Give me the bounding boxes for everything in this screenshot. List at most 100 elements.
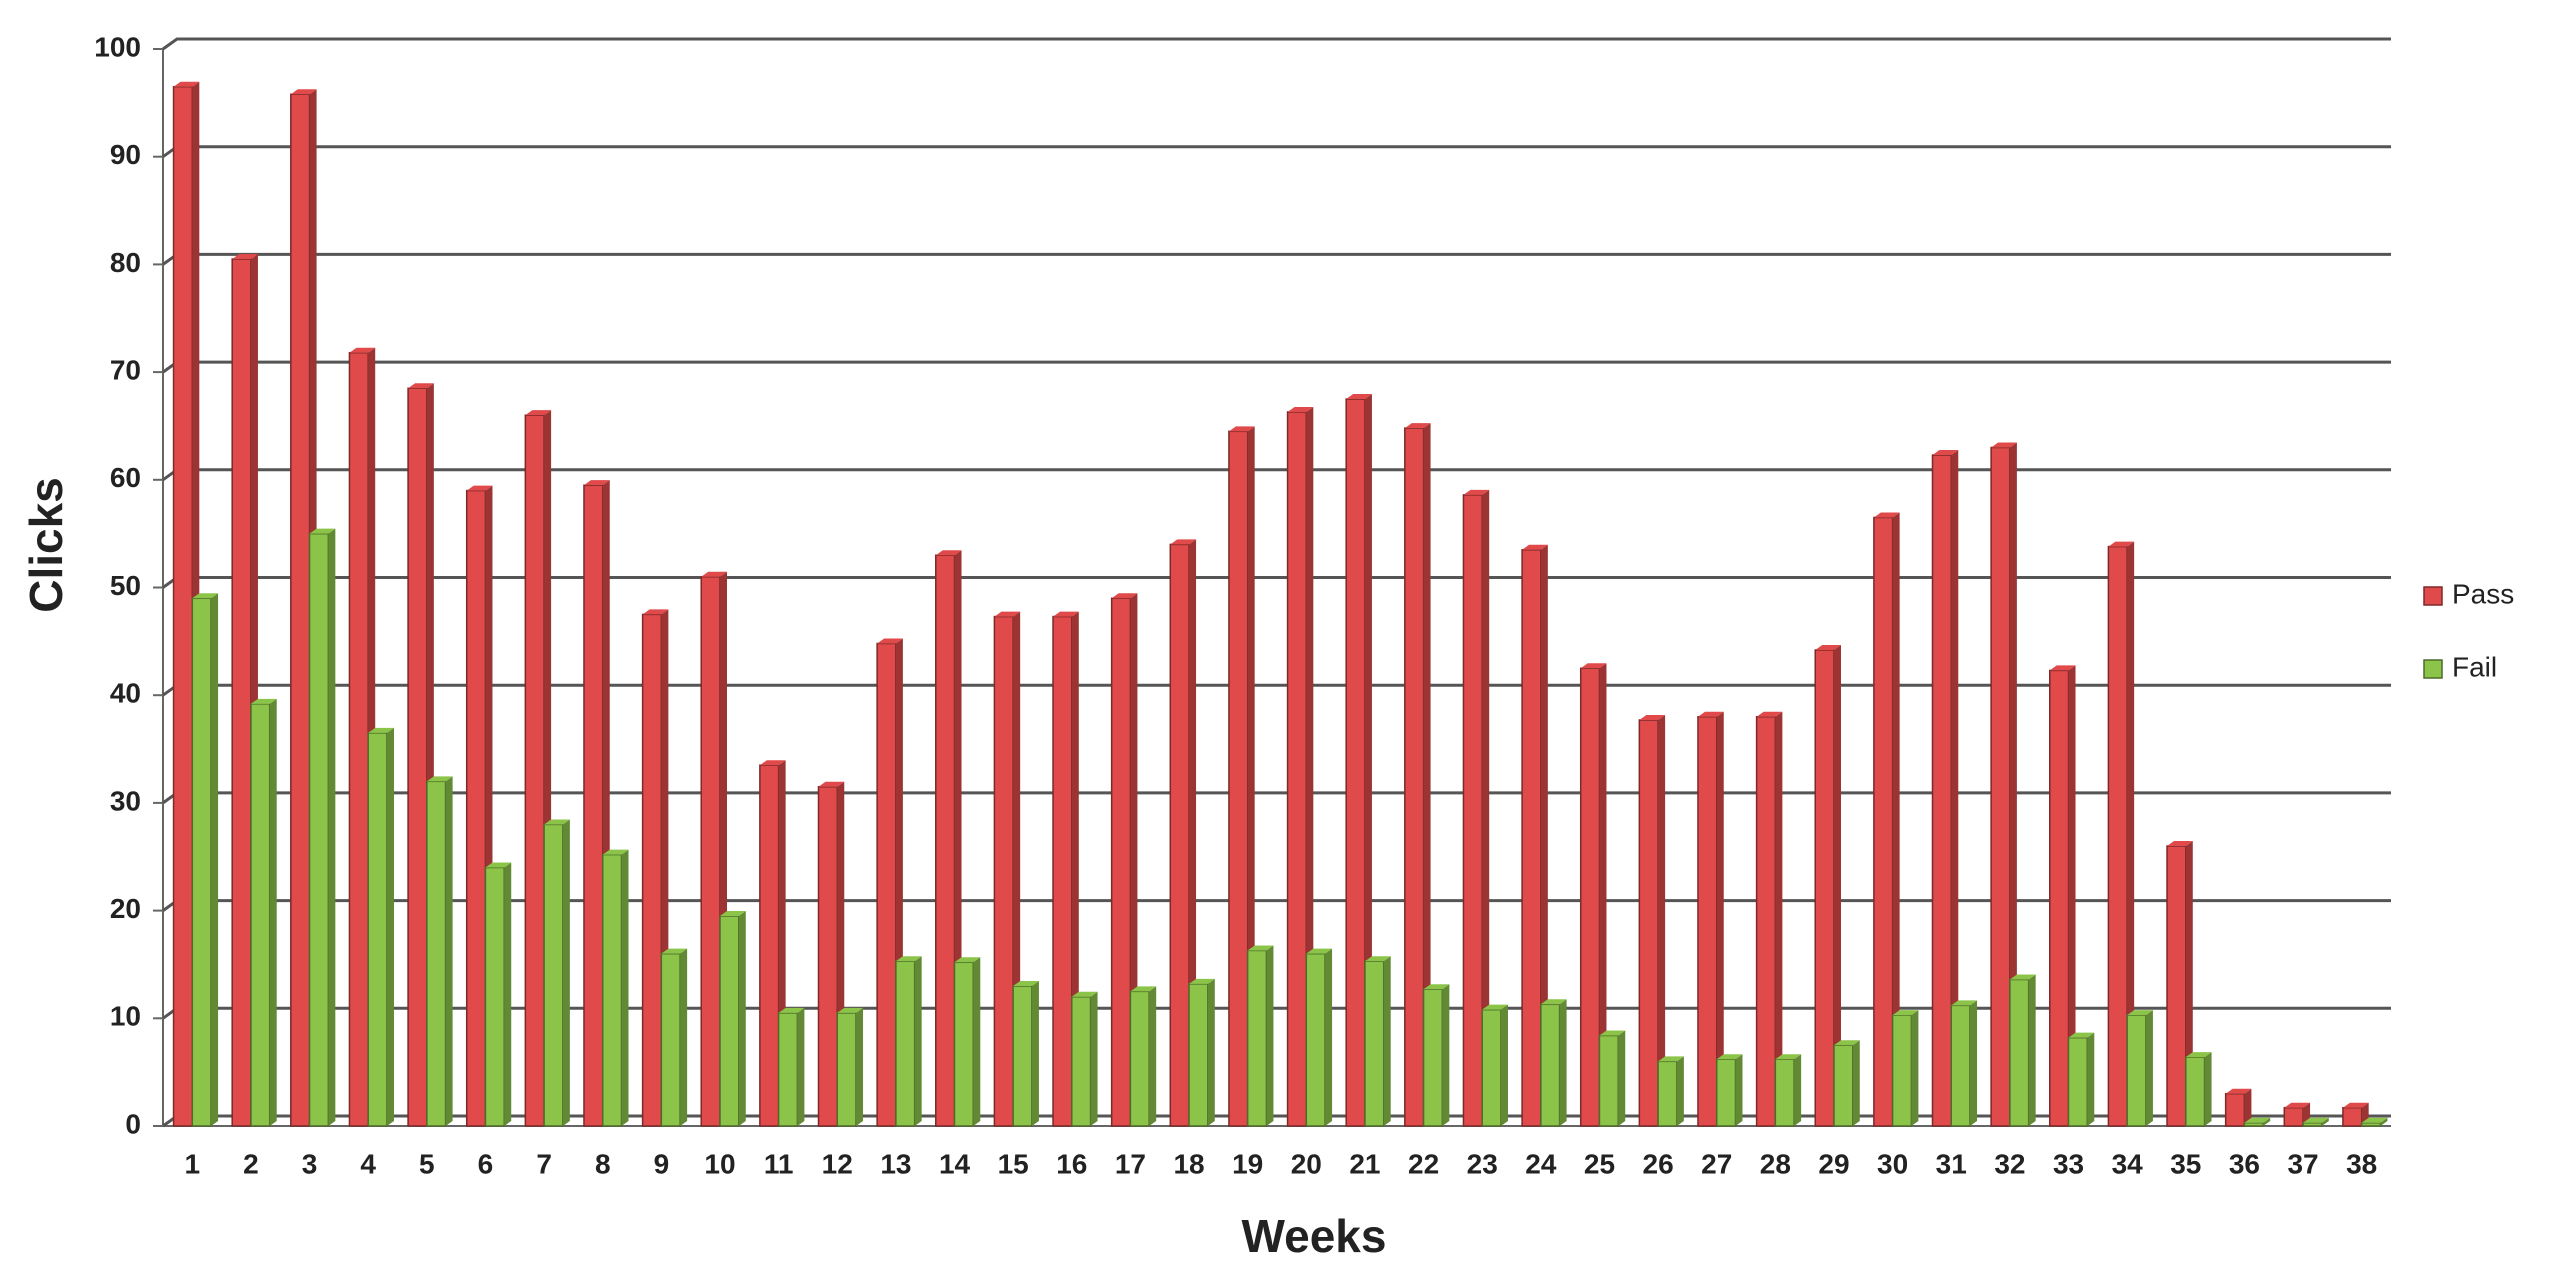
- bar-side: [797, 1007, 805, 1126]
- bar-top: [192, 593, 219, 599]
- bar-top: [642, 609, 669, 615]
- x-tick-label: 15: [998, 1148, 1029, 1179]
- bar: [1052, 615, 1073, 1127]
- bar-side: [1442, 984, 1450, 1126]
- bar-top: [290, 89, 317, 95]
- bar: [2342, 1106, 2363, 1127]
- bar-side: [1266, 945, 1274, 1126]
- bar: [1012, 985, 1033, 1127]
- bar-side: [1149, 986, 1157, 1126]
- bar-side: [504, 862, 512, 1126]
- bar: [1188, 983, 1209, 1127]
- bar-top: [1716, 1054, 1743, 1060]
- x-tick-label: 2: [243, 1148, 259, 1179]
- bar-side: [1834, 644, 1841, 1126]
- bar: [250, 703, 271, 1127]
- bar: [876, 642, 897, 1127]
- bar: [407, 387, 428, 1127]
- bar: [1697, 715, 1718, 1127]
- x-tick-label: 9: [654, 1148, 670, 1179]
- bar-top: [2009, 974, 2036, 980]
- grid-line: [162, 145, 2391, 158]
- bar: [2107, 545, 2128, 1127]
- bar-side: [1892, 512, 1900, 1126]
- bar-side: [1794, 1054, 1802, 1126]
- bar-side: [1852, 1040, 1860, 1126]
- bar-side: [1306, 406, 1314, 1127]
- bar-side: [621, 849, 629, 1126]
- x-tick-label: 26: [1643, 1148, 1674, 1179]
- bar-top: [1580, 663, 1607, 669]
- bar: [1638, 719, 1659, 1127]
- bar-top: [232, 254, 258, 260]
- bar-side: [1559, 999, 1567, 1126]
- bar-side: [1735, 1054, 1743, 1126]
- bar-top: [1111, 593, 1138, 599]
- x-tick-label: 28: [1760, 1148, 1791, 1179]
- x-tick-label: 21: [1349, 1148, 1380, 1179]
- bar: [1715, 1058, 1737, 1127]
- bar: [2283, 1106, 2304, 1127]
- bar: [1286, 411, 1308, 1127]
- bar: [1950, 1004, 1971, 1127]
- bar-top: [701, 571, 727, 577]
- bar-side: [2068, 665, 2076, 1126]
- bar-top: [1053, 611, 1079, 617]
- bar: [1990, 446, 2011, 1127]
- bar-top: [1228, 426, 1255, 432]
- x-tick-label: 31: [1936, 1148, 1967, 1179]
- bar-top: [895, 956, 922, 962]
- x-tick-label: 12: [822, 1148, 853, 1179]
- x-tick-label: 5: [419, 1148, 435, 1179]
- grid-line: [162, 468, 2391, 482]
- bar: [583, 484, 604, 1127]
- bar-top: [2068, 1032, 2095, 1038]
- bar-top: [426, 776, 453, 782]
- bar: [817, 785, 839, 1127]
- bar-side: [2380, 1117, 2388, 1126]
- bar-top: [1932, 450, 1959, 456]
- grid-line: [162, 360, 2391, 374]
- bar-side: [2321, 1117, 2329, 1126]
- x-tick-label: 11: [764, 1148, 794, 1179]
- bar-top: [368, 727, 394, 733]
- bar: [348, 351, 369, 1127]
- grid-line: [162, 576, 2391, 589]
- bar-top: [602, 849, 629, 855]
- bar-side: [2087, 1032, 2095, 1126]
- bar-side: [1383, 956, 1391, 1126]
- bar: [172, 85, 194, 1127]
- bar-top: [1247, 945, 1274, 951]
- y-tick-label: 60: [110, 462, 141, 493]
- bar: [367, 732, 388, 1127]
- bar: [935, 554, 956, 1127]
- bar: [1774, 1058, 1795, 1127]
- bar-top: [954, 957, 981, 963]
- bar-side: [1599, 663, 1607, 1126]
- bar: [1579, 667, 1601, 1127]
- bar: [2009, 978, 2030, 1127]
- bar-top: [2185, 1052, 2212, 1058]
- bar: [1228, 430, 1249, 1127]
- bar: [1481, 1008, 1502, 1127]
- bar: [231, 258, 252, 1127]
- bar-side: [211, 593, 219, 1126]
- bar-side: [562, 819, 570, 1126]
- bar: [2049, 669, 2070, 1127]
- bar: [1404, 427, 1425, 1127]
- bar: [700, 575, 721, 1127]
- bar-top: [2361, 1117, 2388, 1123]
- bar: [2243, 1122, 2264, 1127]
- bar: [1422, 988, 1444, 1127]
- x-tick-label: 30: [1877, 1148, 1908, 1179]
- bar: [2126, 1014, 2147, 1127]
- bar-side: [2145, 1010, 2153, 1126]
- bar: [1110, 597, 1132, 1127]
- bar: [1873, 516, 1894, 1127]
- bar: [2185, 1056, 2206, 1127]
- bar: [1169, 543, 1190, 1127]
- bar-side: [269, 698, 277, 1126]
- bar: [308, 532, 330, 1127]
- x-tick-label: 23: [1467, 1148, 1498, 1179]
- bar-side: [973, 957, 981, 1126]
